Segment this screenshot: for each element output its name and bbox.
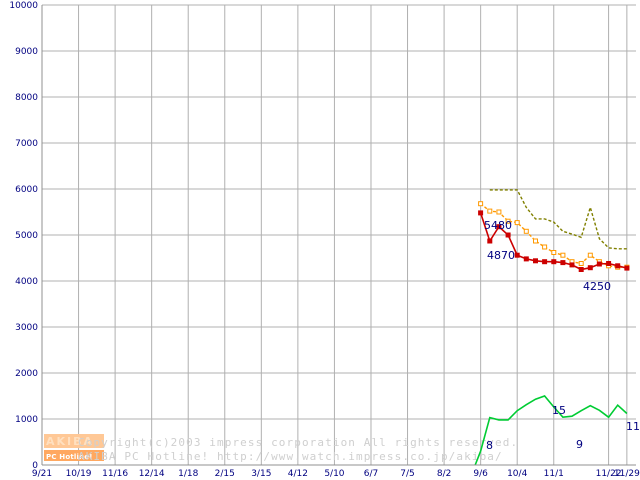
series-marker-red-solid (514, 252, 520, 258)
series-marker-red-solid (569, 262, 575, 268)
series-marker-red-solid (624, 265, 630, 271)
x-axis-tick-label: 10/19 (66, 469, 92, 479)
series-marker-red-solid (606, 261, 612, 266)
x-axis-tick-label: 12/14 (139, 469, 165, 479)
series-marker-red-solid (615, 263, 621, 269)
url-line: AKIBA PC Hotline! http://www.watch.impre… (78, 450, 503, 463)
y-axis-tick-label: 1000 (15, 415, 38, 425)
data-point-labels: 5480 4870 4250 8 15 9 11 (484, 219, 640, 452)
data-point-label: 9 (576, 438, 583, 451)
x-axis-tick-label: 11/22 (596, 469, 622, 479)
series-marker-red-solid (596, 261, 602, 267)
y-axis-tick-label: 2000 (15, 369, 38, 379)
data-point-label: 4250 (583, 280, 611, 293)
y-axis-tick-labels: 0 1000 2000 3000 4000 5000 6000 7000 8000 9000 100… (9, 1, 38, 471)
y-axis-tick-label: 4000 (15, 277, 38, 287)
series-marker-red-solid (578, 267, 584, 272)
watermark: AKIBA PC Hotline! Copyright(c)2003 impre… (44, 434, 518, 463)
x-axis-tick-label: 8/2 (437, 469, 451, 479)
series-marker-orange-dotted (551, 250, 557, 255)
akiba-logo-text: AKIBA (46, 435, 94, 448)
x-axis-tick-label: 7/5 (400, 469, 414, 479)
series-marker-red-solid (551, 259, 557, 265)
data-series (474, 189, 630, 466)
copyright-line: Copyright(c)2003 impress corporation All… (78, 436, 518, 449)
data-point-label: 5480 (484, 219, 512, 232)
grid-lines (41, 4, 636, 466)
series-marker-orange-dotted (578, 261, 584, 266)
y-axis-tick-label: 0 (32, 461, 38, 471)
y-axis-tick-label: 7000 (15, 139, 38, 149)
y-axis-tick-label: 6000 (15, 185, 38, 195)
y-axis-tick-label: 10000 (9, 1, 38, 11)
series-marker-red-solid (523, 256, 529, 262)
x-axis-tick-label: 2/15 (215, 469, 235, 479)
series-marker-orange-dotted (496, 209, 502, 215)
series-marker-orange-dotted (478, 201, 484, 207)
series-marker-red-solid (496, 224, 502, 230)
series-marker-orange-dotted (542, 244, 548, 250)
pchotline-logo-text: PC Hotline! (46, 453, 93, 461)
y-axis-tick-label: 9000 (15, 47, 38, 57)
series-marker-red-solid (533, 258, 538, 264)
x-axis-tick-label: 5/10 (324, 469, 344, 479)
x-axis-tick-label: 9/6 (473, 469, 488, 479)
series-line-green-solid (474, 395, 628, 466)
y-axis-tick-label: 8000 (15, 93, 38, 103)
x-axis-tick-label: 3/15 (251, 469, 271, 479)
series-marker-red-solid (478, 210, 484, 216)
series-marker-orange-dotted (514, 220, 520, 226)
x-axis-tick-label: 10/4 (507, 469, 527, 479)
series-marker-orange-dotted (560, 252, 566, 258)
x-axis-tick-label: 11/1 (544, 469, 564, 479)
series-marker-red-solid (560, 260, 566, 266)
y-axis-tick-label: 3000 (15, 323, 38, 333)
series-marker-orange-dotted (523, 228, 529, 234)
x-axis-tick-label: 11/16 (102, 469, 128, 479)
x-axis-tick-label: 11/29 (614, 469, 640, 479)
y-axis-tick-label: 5000 (15, 231, 38, 241)
data-point-label: 8 (486, 439, 493, 452)
pchotline-logo-badge (44, 450, 104, 461)
series-marker-orange-dotted (487, 208, 493, 214)
series-line-olive-dotted (489, 189, 627, 250)
x-axis-tick-label: 9/21 (32, 469, 52, 479)
data-point-label: 4870 (487, 249, 515, 262)
x-axis-tick-label: 6/7 (364, 469, 378, 479)
series-marker-red-solid (542, 259, 548, 265)
x-axis-tick-label: 1/18 (178, 469, 198, 479)
x-axis-tick-label: 4/12 (288, 469, 308, 479)
akiba-logo-badge (44, 434, 104, 448)
series-marker-red-solid (587, 265, 593, 271)
x-axis-tick-labels: 9/21 10/19 11/16 12/14 1/18 2/15 3/15 4/12 5/10 6… (32, 469, 640, 479)
axis-lines (41, 5, 636, 466)
series-marker-orange-dotted (587, 252, 593, 258)
series-marker-orange-dotted (533, 238, 538, 244)
series-marker-red-solid (505, 232, 511, 238)
series-marker-orange-dotted (505, 218, 511, 224)
series-marker-red-solid (487, 238, 493, 244)
data-point-label: 15 (552, 404, 566, 417)
data-point-label: 11 (626, 420, 640, 433)
